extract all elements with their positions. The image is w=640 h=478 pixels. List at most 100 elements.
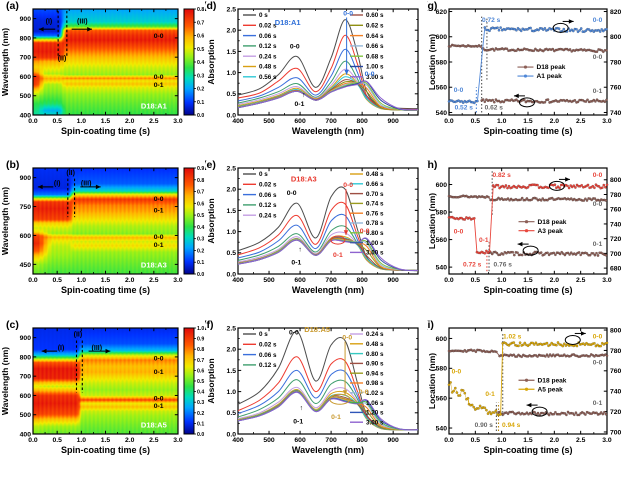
- data-point: [574, 411, 578, 415]
- x-tick-label: 400: [232, 437, 244, 444]
- data-point: [507, 343, 511, 347]
- data-point: [600, 186, 604, 190]
- data-point: [583, 413, 587, 417]
- data-point: [502, 100, 506, 104]
- data-point: [567, 186, 571, 190]
- annotation: 0-0: [593, 360, 603, 367]
- colorbar-tick-label: 0.3: [197, 73, 204, 79]
- y-tick-label: 0.5: [227, 410, 237, 417]
- curve-3.00s: [238, 80, 418, 111]
- data-point: [505, 47, 509, 51]
- colorbar-tick-label: 0.8: [197, 347, 204, 353]
- x-tick-label: 700: [325, 437, 337, 444]
- legend-label: 0.76 s: [366, 210, 384, 217]
- x-tick-label: 0.5: [471, 277, 481, 284]
- panel-a: 0.8 0.7 0.6 0.5 0.4 0.3 0.2 0.1 0.0 0.0 0.5 1.0 1.5 2…: [0, 0, 213, 159]
- legend-label: 0 s: [259, 171, 268, 178]
- annotation: 0-0: [452, 368, 462, 375]
- colorbar-tick-label: 0.0: [197, 432, 204, 438]
- data-point: [568, 48, 572, 51]
- heatmap-D18:A5: [33, 328, 178, 434]
- y-axis-label: Absorption: [206, 358, 216, 403]
- annotation: 0-0: [593, 201, 603, 208]
- y-right-tick-label: 740: [610, 389, 622, 396]
- x-tick-label: 2.5: [576, 277, 586, 284]
- legend-label: 0.80 s: [366, 230, 384, 237]
- x-tick-label: 1.5: [101, 277, 111, 284]
- data-point: [579, 253, 583, 257]
- legend-marker: [523, 74, 528, 78]
- data-point: [583, 343, 587, 347]
- legend-label: 1.00 s: [366, 64, 384, 71]
- x-tick-label: 700: [325, 277, 337, 284]
- annotation: 0-0: [290, 44, 300, 51]
- data-point: [551, 353, 555, 357]
- band-label: 0-1: [154, 403, 164, 410]
- y-right-tick-label: 780: [610, 59, 622, 66]
- curve-1.06s: [238, 391, 418, 431]
- panel-letter: (b): [6, 159, 19, 171]
- panel-letter: (a): [6, 0, 19, 12]
- data-point: [521, 343, 525, 347]
- phase-label: (I): [54, 181, 61, 188]
- curve-3.00s: [238, 237, 418, 272]
- x-tick-label: 0.0: [28, 277, 38, 284]
- data-point: [511, 250, 515, 254]
- panel-f-plot: 400 500 600 700 800 900 0.0 0.5 1.0 1.5 2.0 2.5 Wave…: [205, 319, 419, 455]
- data-point: [496, 26, 499, 30]
- curve-0.12s: [238, 225, 418, 272]
- legend-label: 3.00 s: [366, 419, 384, 426]
- y-left-tick-label: 600: [436, 34, 448, 41]
- data-point: [553, 410, 557, 414]
- annotation: 0-1: [593, 88, 603, 95]
- colorbar-tick-label: 0.6: [197, 368, 204, 374]
- data-point: [546, 251, 549, 255]
- sample-label: D18:A1: [141, 101, 167, 110]
- colorbar-tick-label: 0.2: [197, 248, 204, 254]
- data-point: [463, 348, 467, 352]
- annotation: 0.94 s: [502, 422, 521, 429]
- y-tick-label: 400: [20, 431, 32, 438]
- data-point: [597, 185, 601, 188]
- data-point: [517, 411, 521, 415]
- data-point: [572, 413, 576, 417]
- y-tick-label: 600: [20, 233, 32, 240]
- data-point: [590, 198, 594, 202]
- annotation: ↑: [298, 247, 301, 254]
- data-point: [536, 411, 540, 415]
- scatter-series-D18-0-1: [497, 410, 608, 417]
- sample-label: D18:A5: [141, 420, 167, 429]
- annotation: 0-0: [343, 10, 353, 17]
- y-right-tick-label: 800: [610, 327, 622, 334]
- data-point: [603, 100, 607, 104]
- x-tick-label: 2.5: [149, 277, 159, 284]
- data-point: [576, 30, 580, 34]
- y-tick-label: 450: [20, 262, 32, 269]
- axis-indicator-ellipse: [548, 180, 565, 191]
- scatter-series-A3: [447, 183, 609, 255]
- x-tick-label: 600: [294, 277, 306, 284]
- curve-0.24s: [238, 386, 418, 431]
- legend: D18 peak A5 peak: [518, 377, 567, 393]
- colorbar: [184, 9, 194, 115]
- data-point: [536, 355, 539, 358]
- curve-1.20s: [238, 391, 418, 431]
- data-point: [539, 199, 543, 202]
- data-point: [524, 198, 527, 202]
- legend-label: 0.12 s: [259, 43, 277, 50]
- y-left-tick-label: 540: [436, 110, 448, 117]
- legend-label: 0.68 s: [366, 53, 384, 60]
- panel-d: 400 500 600 700 800 900 0.0 0.5 1.0 1.5 2.0 2.5 Wave…: [205, 0, 427, 159]
- data-point: [546, 98, 550, 102]
- colorbar-tick-label: 0.4: [197, 60, 204, 66]
- colorbar-tick-label: 0.1: [197, 260, 204, 266]
- legend: 0 s 0.02 s 0.06 s 0.12 s 0.24 s 0.48 s 0.66 s 0…: [243, 171, 384, 257]
- arrowhead-icon: [95, 184, 101, 190]
- y-axis-label: Location (nm): [427, 34, 437, 90]
- y-right-tick-label: 780: [610, 192, 622, 199]
- x-axis-label: Spin-coating time (s): [483, 445, 572, 455]
- annotation: 0.82 s: [492, 172, 511, 179]
- data-point: [598, 30, 602, 33]
- phase-label: (II): [74, 331, 83, 338]
- data-point: [550, 354, 554, 358]
